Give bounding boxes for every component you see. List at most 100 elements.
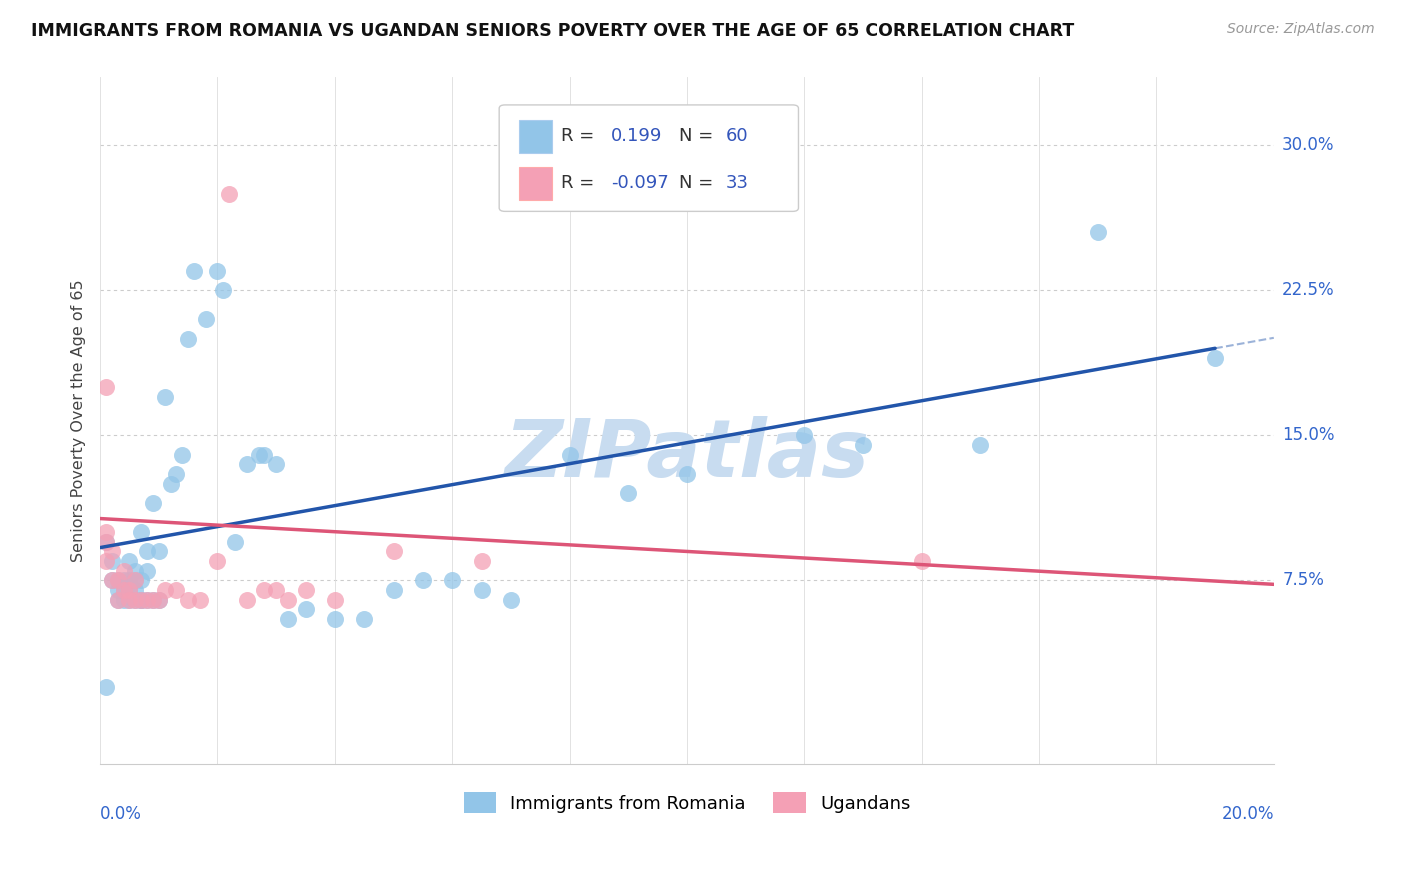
Point [136, 592, 159, 607]
Point [112, 574, 135, 588]
Point [471, 583, 494, 598]
Point [172, 448, 194, 462]
Text: 30.0%: 30.0% [1282, 136, 1334, 154]
Point [118, 583, 141, 598]
Point [129, 574, 152, 588]
Point [118, 574, 141, 588]
Point [142, 592, 165, 607]
Point [129, 592, 152, 607]
Point [129, 525, 152, 540]
Point [94, 554, 117, 568]
Point [124, 564, 146, 578]
Point [165, 583, 187, 598]
Point [124, 574, 146, 588]
Point [159, 476, 181, 491]
Text: ZIPatlas: ZIPatlas [505, 417, 869, 494]
Point [177, 332, 200, 346]
Text: R =: R = [561, 128, 600, 145]
Text: 20.0%: 20.0% [1222, 805, 1274, 823]
Point [558, 448, 581, 462]
Point [107, 592, 129, 607]
Point [107, 574, 129, 588]
Text: 7.5%: 7.5% [1282, 572, 1324, 590]
FancyBboxPatch shape [519, 120, 553, 153]
Point [617, 486, 640, 500]
Text: IMMIGRANTS FROM ROMANIA VS UGANDAN SENIORS POVERTY OVER THE AGE OF 65 CORRELATIO: IMMIGRANTS FROM ROMANIA VS UGANDAN SENIO… [31, 22, 1074, 40]
Point [793, 428, 815, 442]
Point [207, 264, 229, 278]
Point [294, 583, 316, 598]
Point [107, 592, 129, 607]
Text: -0.097: -0.097 [610, 174, 668, 192]
Text: 33: 33 [725, 174, 749, 192]
Point [153, 390, 176, 404]
Point [136, 564, 159, 578]
Point [676, 467, 699, 481]
Point [142, 496, 165, 510]
Point [236, 458, 259, 472]
Point [165, 467, 187, 481]
Text: N =: N = [679, 128, 718, 145]
Point [382, 583, 405, 598]
Text: 22.5%: 22.5% [1282, 281, 1334, 299]
Point [382, 544, 405, 558]
Point [247, 448, 270, 462]
Point [212, 283, 235, 297]
Point [118, 592, 141, 607]
Point [136, 592, 159, 607]
Point [253, 583, 276, 598]
Point [148, 592, 170, 607]
Point [441, 574, 464, 588]
Point [112, 583, 135, 598]
Point [124, 592, 146, 607]
Point [94, 525, 117, 540]
FancyBboxPatch shape [499, 105, 799, 211]
Point [148, 544, 170, 558]
Text: Source: ZipAtlas.com: Source: ZipAtlas.com [1227, 22, 1375, 37]
Point [188, 592, 211, 607]
Point [1204, 351, 1226, 365]
Point [277, 592, 299, 607]
Point [101, 574, 124, 588]
Legend: Immigrants from Romania, Ugandans: Immigrants from Romania, Ugandans [457, 785, 918, 821]
Point [124, 592, 146, 607]
Point [412, 574, 434, 588]
Point [294, 602, 316, 616]
Point [323, 592, 346, 607]
Point [129, 592, 152, 607]
Text: 0.199: 0.199 [610, 128, 662, 145]
Point [118, 592, 141, 607]
Point [253, 448, 276, 462]
Point [236, 592, 259, 607]
FancyBboxPatch shape [519, 167, 553, 200]
Point [264, 583, 287, 598]
Text: 15.0%: 15.0% [1282, 426, 1334, 444]
Point [153, 583, 176, 598]
Point [107, 583, 129, 598]
Text: N =: N = [679, 174, 718, 192]
Point [112, 592, 135, 607]
Point [177, 592, 200, 607]
Point [94, 534, 117, 549]
Point [101, 574, 124, 588]
Point [101, 554, 124, 568]
Point [142, 592, 165, 607]
Point [353, 612, 375, 626]
Point [911, 554, 934, 568]
Text: R =: R = [561, 174, 600, 192]
Point [118, 583, 141, 598]
Point [124, 583, 146, 598]
Point [194, 312, 217, 326]
Point [94, 680, 117, 694]
Point [183, 264, 205, 278]
Point [499, 592, 522, 607]
Point [218, 186, 240, 201]
Point [264, 458, 287, 472]
Point [112, 583, 135, 598]
Point [207, 554, 229, 568]
Text: 60: 60 [725, 128, 748, 145]
Point [118, 554, 141, 568]
Point [101, 544, 124, 558]
Point [224, 534, 246, 549]
Point [136, 544, 159, 558]
